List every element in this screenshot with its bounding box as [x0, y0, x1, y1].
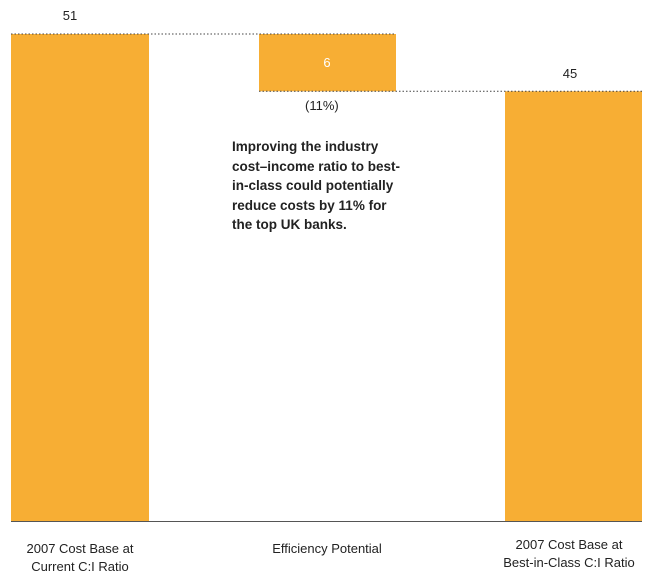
bar-value-label-3: 45	[562, 66, 578, 81]
bar-value-label-1: 51	[62, 8, 78, 23]
bar-best-in-class-cost-base	[505, 91, 642, 521]
annotation-line: in-class could potentially	[232, 178, 394, 193]
category-label-current: 2007 Cost Base at Current C:I Ratio	[0, 540, 160, 576]
annotation-line: the top UK banks.	[232, 217, 347, 232]
category-label-line: Efficiency Potential	[272, 541, 382, 556]
chart-annotation: Improving the industry cost–income ratio…	[232, 137, 452, 235]
annotation-line: cost–income ratio to best-	[232, 158, 401, 174]
category-label-line: 2007 Cost Base at	[26, 541, 134, 556]
annotation-line: reduce costs by 11% for	[232, 197, 387, 213]
change-percent-label: (11%)	[305, 98, 339, 113]
category-label-line: Best-in-Class C:I Ratio	[503, 555, 635, 570]
category-label-efficiency: Efficiency Potential	[242, 540, 412, 558]
annotation-line: Improving the industry	[232, 139, 379, 154]
bar-efficiency-potential	[259, 34, 396, 92]
category-label-line: Current C:I Ratio	[31, 559, 129, 574]
category-label-line: 2007 Cost Base at	[515, 537, 623, 552]
bar-current-cost-base	[11, 34, 149, 521]
category-label-best-in-class: 2007 Cost Base at Best-in-Class C:I Rati…	[484, 536, 654, 572]
bar-value-label-2: 6	[323, 55, 331, 70]
